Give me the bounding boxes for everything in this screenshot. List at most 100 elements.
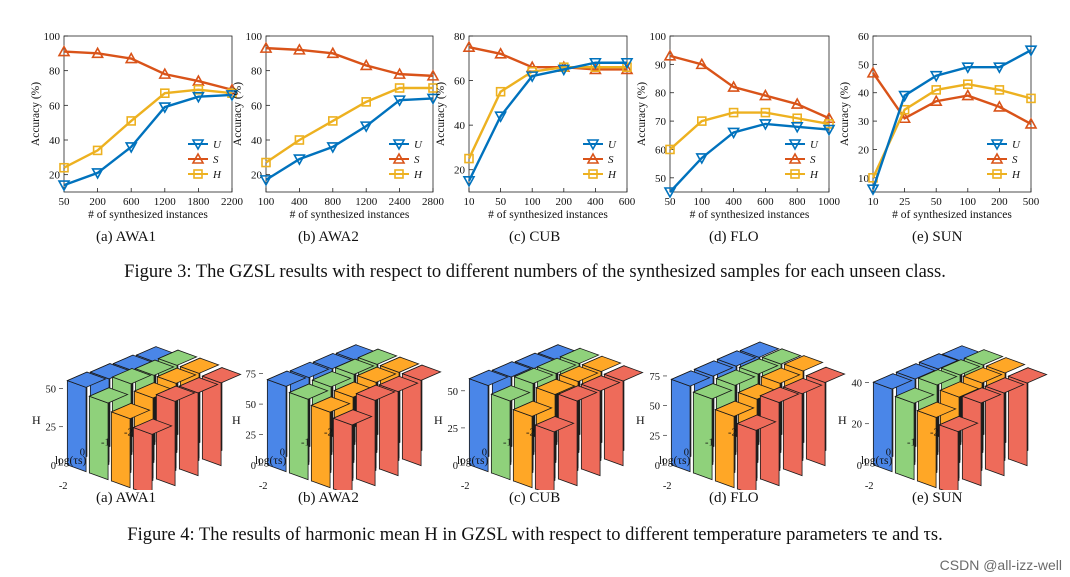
bar-0-2 bbox=[110, 402, 151, 489]
series-line-H bbox=[265, 86, 433, 164]
x-tick-label: 25 bbox=[899, 196, 911, 208]
marker-U-point bbox=[124, 142, 138, 154]
bar-top-face bbox=[895, 363, 936, 380]
bar-0-0 bbox=[468, 369, 509, 473]
y-tick-label: 80 bbox=[655, 88, 667, 100]
line-chart-3: 50 60 70 80 90 100 50 100 400 600 800 1000 # of synt… bbox=[636, 31, 841, 221]
series-line-U bbox=[63, 93, 233, 187]
y-axis-label: Accuracy (%) bbox=[30, 82, 42, 146]
bar-top-face bbox=[603, 365, 644, 382]
marker-S-point bbox=[727, 80, 740, 92]
bar-top-face bbox=[759, 386, 800, 403]
series-line-H bbox=[467, 65, 627, 160]
bar-top-face bbox=[491, 361, 532, 378]
bar-top-face bbox=[379, 356, 420, 373]
x-tick-label: -2 bbox=[728, 428, 737, 439]
bar-1-3 bbox=[155, 385, 196, 487]
marker-H-point bbox=[824, 119, 834, 129]
bar-top-face bbox=[311, 371, 352, 388]
bar-top-face bbox=[557, 385, 598, 402]
bar-top-face bbox=[334, 358, 375, 375]
z-axis-label: H bbox=[232, 413, 241, 427]
x-tick-label: 0 bbox=[886, 448, 891, 459]
bar-front-face bbox=[557, 393, 578, 487]
x-tick-label: 0 bbox=[280, 448, 285, 459]
bar-front-face bbox=[512, 409, 533, 489]
bar-top-face bbox=[739, 341, 780, 358]
bar-2-3 bbox=[580, 375, 621, 477]
legend-label-H: H bbox=[607, 169, 617, 181]
marker-H-legend bbox=[588, 169, 598, 179]
series-line-S bbox=[63, 50, 233, 91]
marker-S-point bbox=[91, 46, 104, 59]
bar-0-0 bbox=[670, 370, 711, 473]
marker-H-point bbox=[696, 116, 707, 126]
y-tick-label: -1 bbox=[685, 489, 694, 490]
fig4-subcaption-d: (d) FLO bbox=[709, 490, 759, 506]
y-tick-label: 80 bbox=[454, 31, 466, 43]
bar-top-face bbox=[558, 365, 599, 382]
bar-top-face bbox=[288, 383, 329, 400]
figure-4-caption: Figure 4: The results of harmonic mean H… bbox=[127, 525, 943, 545]
bar-top-face bbox=[984, 377, 1025, 394]
z-axis-label: H bbox=[32, 413, 41, 427]
marker-U-point bbox=[727, 127, 740, 140]
legend-label-U: U bbox=[608, 139, 617, 151]
y-axis-label: Accuracy (%) bbox=[232, 82, 244, 146]
y-tick-label: 30 bbox=[858, 116, 870, 128]
bar-0-2 bbox=[310, 396, 351, 489]
y-tick-label: 50 bbox=[655, 173, 667, 185]
z-tick-label: 0 bbox=[51, 461, 56, 472]
bar-front-face bbox=[155, 394, 176, 487]
bar-top-face bbox=[670, 370, 711, 387]
x-tick-label: 100 bbox=[258, 196, 275, 208]
series-line-U bbox=[467, 61, 627, 182]
legend-label-S: S bbox=[608, 154, 614, 166]
marker-U-point bbox=[620, 57, 634, 70]
x-tick-label: -2 bbox=[124, 428, 133, 439]
bar-3-3 bbox=[201, 366, 242, 467]
bar-top-face bbox=[894, 387, 935, 404]
bar-2-3 bbox=[378, 375, 419, 477]
y-tick-label: 40 bbox=[454, 120, 466, 132]
z-tick-label: 20 bbox=[852, 420, 863, 431]
fig4-subcaption-e: (e) SUN bbox=[912, 490, 963, 506]
marker-U-point bbox=[462, 176, 476, 188]
bar-top-face bbox=[917, 369, 958, 386]
bar-front-face bbox=[110, 411, 131, 489]
marker-S-point bbox=[326, 46, 340, 59]
legend-label-U: U bbox=[414, 139, 423, 151]
series-line-H bbox=[669, 111, 830, 151]
x-tick-label: 2400 bbox=[389, 196, 412, 208]
x-tick-label: 2800 bbox=[422, 196, 445, 208]
marker-U-point bbox=[91, 168, 104, 180]
bar-front-face bbox=[692, 391, 713, 481]
marker-U-legend bbox=[392, 139, 406, 151]
marker-S-point bbox=[124, 51, 138, 64]
z-axis-label: H bbox=[838, 413, 847, 427]
y-tick-label: 40 bbox=[251, 135, 263, 147]
bar-top-face bbox=[782, 377, 823, 395]
x-tick-label: 50 bbox=[665, 196, 677, 208]
marker-H-point bbox=[665, 144, 675, 155]
bar-0-1 bbox=[894, 387, 935, 481]
x-axis-label: # of synthesized instances bbox=[690, 209, 810, 221]
marker-U-point bbox=[293, 154, 306, 166]
marker-U-point bbox=[359, 121, 373, 133]
bar-0-3 bbox=[736, 414, 777, 490]
bar-0-1 bbox=[288, 383, 329, 481]
bar-front-face bbox=[938, 424, 959, 490]
legend-label-S: S bbox=[810, 154, 816, 166]
x-tick-label: 50 bbox=[59, 196, 71, 208]
legend-label-S: S bbox=[1012, 154, 1018, 166]
series-line-H bbox=[63, 88, 233, 169]
bar-top-face bbox=[761, 348, 802, 365]
bar-front-face bbox=[332, 417, 353, 490]
bar-top-face bbox=[266, 370, 307, 387]
x-tick-label: 10 bbox=[868, 196, 880, 208]
marker-S-point bbox=[620, 62, 634, 75]
bar-top-face bbox=[714, 400, 755, 417]
marker-S-legend bbox=[191, 152, 205, 164]
fig3-subcaption-e: (e) SUN bbox=[912, 229, 963, 245]
